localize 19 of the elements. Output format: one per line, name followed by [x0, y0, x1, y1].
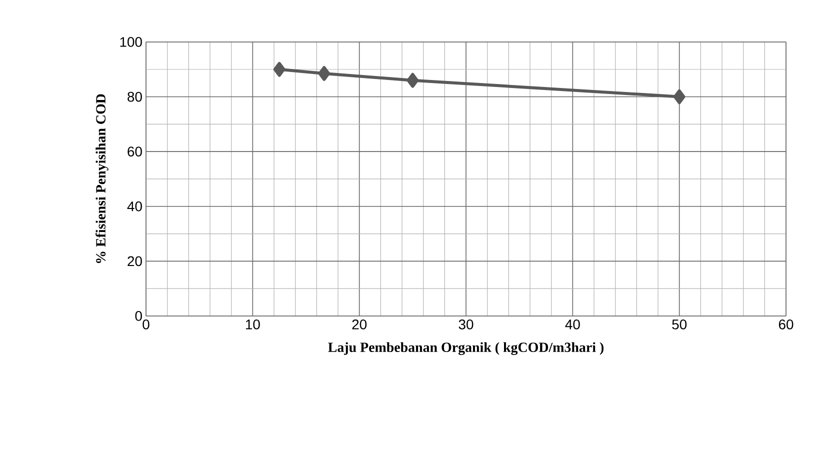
x-tick-label: 30	[458, 319, 474, 330]
y-tick-label: 60	[128, 146, 142, 157]
point	[273, 62, 286, 77]
point	[673, 89, 686, 104]
y-tick-label: 100	[120, 37, 142, 47]
y-axis-title: % Efisiensi Penyisihan COD	[96, 94, 108, 263]
x-tick-label: 40	[565, 319, 580, 330]
x-tick-label: 0	[142, 319, 150, 330]
y-tick-label: 0	[135, 311, 142, 321]
x-axis-title: Laju Pembebanan Organik ( kgCOD/m3hari )	[328, 342, 604, 355]
point	[406, 72, 419, 88]
x-tick-label: 20	[352, 319, 367, 330]
y-tick-label: 20	[128, 256, 142, 266]
y-tick-label: 80	[128, 92, 142, 102]
x-tick-label: 60	[778, 319, 794, 330]
y-tick-label: 40	[127, 201, 142, 212]
x-tick-label: 50	[672, 319, 687, 330]
point	[318, 66, 330, 81]
x-tick-label: 10	[246, 319, 260, 330]
